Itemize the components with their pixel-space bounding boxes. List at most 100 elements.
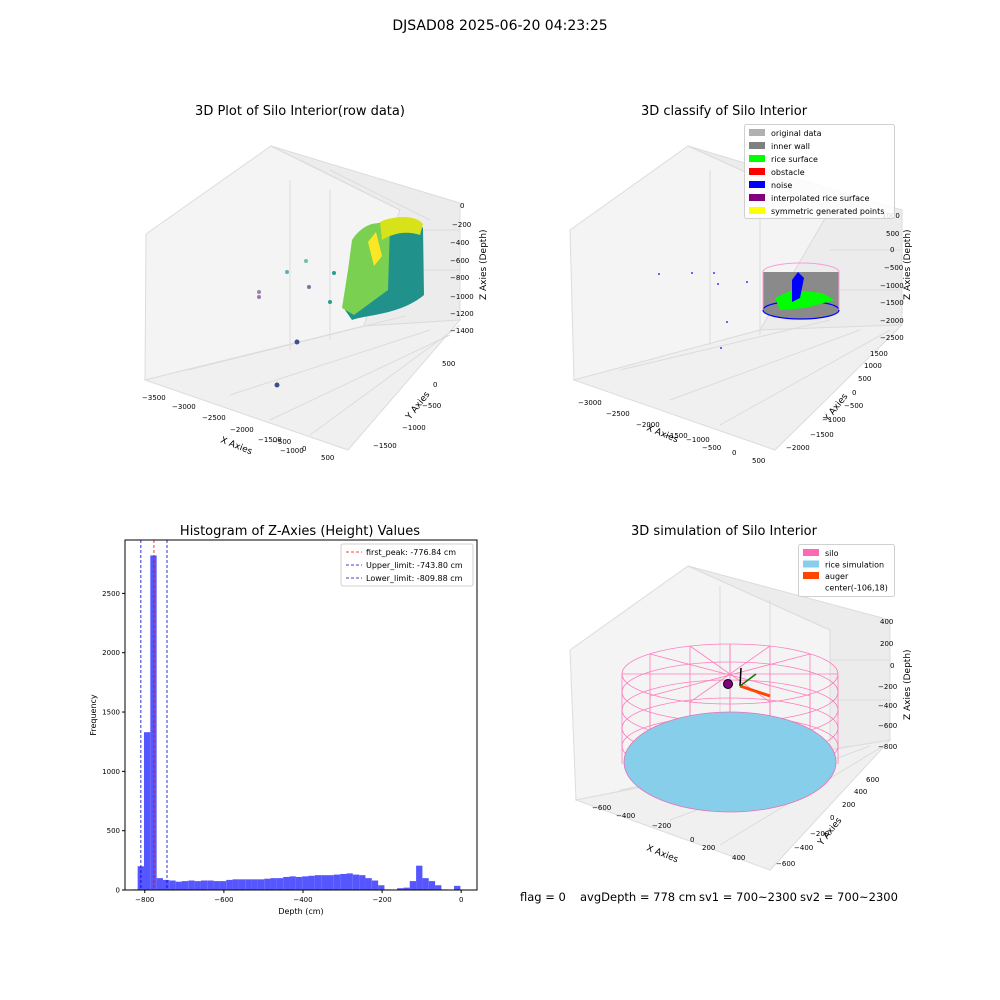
histogram-bar-16 [232, 879, 239, 890]
tick-label: 200 [702, 844, 715, 852]
y-tick-label: 0 [116, 887, 120, 895]
y-tick-label: 2500 [102, 590, 120, 598]
x-tick-label: −400 [293, 896, 312, 904]
tick-label: 500 [752, 457, 765, 465]
plot-frame [124, 539, 478, 891]
histogram-bar-23 [276, 878, 284, 890]
histogram-bar-32 [333, 874, 341, 890]
histogram-bar-20 [257, 879, 265, 890]
tick-label: −800 [450, 274, 469, 282]
legend-swatch [749, 181, 765, 188]
histogram-bar-2 [143, 732, 151, 890]
tick-label: −1400 [450, 327, 474, 335]
histogram-bar-10 [194, 881, 201, 890]
figure-title: DJSAD08 2025-06-20 04:23:25 [392, 18, 608, 34]
legend-label: symmetric generated points [771, 207, 884, 216]
tick-label: 0 [433, 381, 437, 389]
tick-label: −600 [450, 257, 469, 265]
tick-label: 500 [321, 454, 334, 462]
legend-label: rice simulation [825, 561, 884, 570]
legend-label: noise [771, 181, 792, 190]
histogram-bar-8 [181, 881, 189, 890]
histogram-bar-42 [403, 887, 410, 890]
tick-label: −1000 [880, 282, 904, 290]
histogram-bar-25 [289, 876, 296, 890]
histogram-bar-28 [308, 875, 315, 890]
tick-label: 0 [852, 389, 856, 397]
histogram-bar-34 [346, 873, 353, 890]
panel2-noise-points [658, 272, 748, 349]
histogram-bar-3 [150, 555, 157, 890]
panel4-ticks: −600 −400 −200 0 200 400 −600 −400 −200 … [592, 618, 897, 868]
y-tick-label: 500 [107, 827, 120, 835]
legend-swatch [749, 129, 765, 136]
panel4-rice-simulation [623, 711, 837, 813]
tick-label: −2000 [230, 426, 254, 434]
tick-label: −500 [702, 444, 721, 452]
panel1-outlier-points [257, 259, 336, 388]
panel4-title: 3D simulation of Silo Interior [631, 524, 817, 539]
panel1-wall-points [342, 217, 424, 320]
x-tick-label: 0 [459, 896, 463, 904]
histogram-bar-12 [207, 880, 214, 890]
histogram-bar-29 [314, 875, 322, 890]
tick-label: 0 [830, 814, 834, 822]
tick-label: 0 [732, 449, 736, 457]
tick-label: −200 [652, 822, 671, 830]
tick-label: 0 [690, 836, 694, 844]
histogram-bar-39 [378, 885, 385, 890]
y-tick-label: 2000 [102, 649, 120, 657]
histogram-bar-21 [264, 878, 271, 890]
panel1-title: 3D Plot of Silo Interior(row data) [195, 104, 405, 119]
legend-label: interpolated rice surface [771, 194, 869, 203]
tick-label: −500 [422, 402, 441, 410]
panel4-simulation: −600 −400 −200 0 200 400 −600 −400 −200 … [569, 565, 913, 871]
histogram-bar-43 [409, 881, 417, 890]
tick-label: −500 [844, 402, 863, 410]
tick-label: −2500 [202, 414, 226, 422]
panel4-xlabel: X Axies [645, 844, 680, 866]
panel4-legend: silo rice simulation auger center(-106,18) [798, 544, 895, 597]
histogram-bar-37 [365, 878, 372, 890]
tick-label: −1000 [450, 293, 474, 301]
tick-label: 1500 [870, 350, 888, 358]
tick-label: 1000 [864, 362, 882, 370]
tick-label: −200 [452, 221, 471, 229]
tick-label: 400 [880, 618, 893, 626]
tick-label: 400 [854, 788, 867, 796]
histogram-bar-27 [302, 876, 309, 890]
status-avg-depth: avgDepth = 778 cm [580, 890, 697, 904]
tick-label: −3500 [142, 394, 166, 402]
tick-label: −1500 [664, 432, 688, 440]
tick-label: −500 [884, 264, 903, 272]
legend-swatch [803, 549, 819, 556]
legend-label: silo [825, 549, 839, 558]
histogram-bar-35 [352, 874, 360, 890]
legend-swatch [749, 194, 765, 201]
tick-label: −1500 [258, 436, 282, 444]
y-tick-label: 1000 [102, 768, 120, 776]
tick-label: −1000 [402, 424, 426, 432]
panel3-histogram: −800 −600 −400 −200 0 0 500 1000 1500 2000 2500 D… [89, 539, 478, 916]
panel4-auger [723, 667, 771, 698]
panel2-xlabel: X Axies [645, 424, 680, 446]
tick-label: −1000 [822, 416, 846, 424]
histogram-bar-36 [359, 875, 366, 890]
x-tick-label: −800 [135, 896, 154, 904]
panel1-ticks: −3500 −3000 −2500 −2000 −1500 −1000 −500… [142, 202, 474, 462]
histogram-bar-1 [137, 866, 144, 890]
legend-label: Lower_limit: -809.88 cm [366, 574, 463, 583]
histogram-bar-24 [283, 876, 290, 890]
tick-label: −2500 [606, 410, 630, 418]
legend-label: original data [771, 129, 822, 138]
histogram-bar-18 [245, 879, 252, 890]
tick-label: −200 [878, 683, 897, 691]
legend-label: Upper_limit: -743.80 cm [366, 561, 463, 570]
tick-label: −1000 [280, 447, 304, 455]
panel3-title: Histogram of Z-Axies (Height) Values [179, 524, 421, 539]
histogram-bar-5 [162, 879, 170, 890]
tick-label: −2000 [880, 317, 904, 325]
tick-label: −2000 [786, 444, 810, 452]
panel2-silo-points [762, 262, 840, 320]
panel2-legend: original data inner wall rice surface obsta… [744, 124, 895, 219]
